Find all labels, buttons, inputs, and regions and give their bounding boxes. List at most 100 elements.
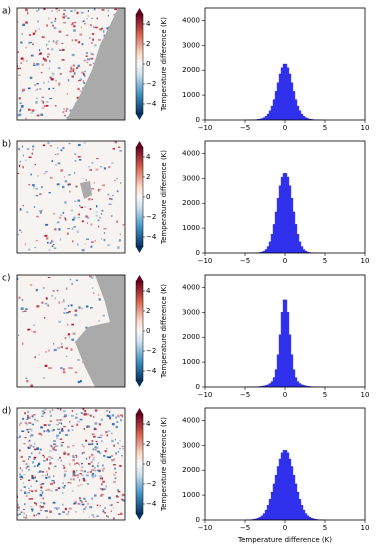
map-pixel [63, 415, 67, 418]
map-pixel [33, 457, 36, 461]
map-pixel [81, 307, 84, 310]
histogram-bar [290, 198, 294, 254]
histogram-bar [278, 458, 282, 521]
map-pixel [27, 12, 29, 15]
map-pixel [90, 42, 93, 44]
map-pixel [41, 96, 45, 99]
map-pixel [55, 41, 58, 44]
x-tick-label: −5 [240, 257, 250, 265]
map-pixel [89, 208, 92, 210]
map-pixel [117, 450, 120, 453]
y-tick-label: 4000 [182, 149, 200, 157]
map-pixel [51, 48, 54, 51]
map-pixel [31, 490, 34, 493]
map-pixel [27, 328, 31, 331]
map-pixel [22, 418, 24, 421]
map-pixel [64, 507, 67, 511]
map-pixel [60, 345, 64, 349]
map-pixel [79, 90, 82, 92]
histogram-bar [286, 312, 290, 388]
map-pixel [19, 475, 23, 478]
map-pixel [72, 470, 76, 473]
map-pixel [87, 216, 90, 219]
map-pixel [98, 298, 101, 301]
map-pixel [117, 490, 121, 493]
y-tick-label: 2000 [182, 199, 200, 207]
histogram-bar [288, 458, 292, 521]
map-pixel [19, 467, 21, 470]
map-pixel [102, 480, 105, 483]
map-pixel [17, 172, 20, 175]
map-pixel [107, 244, 111, 247]
map-pixel [32, 476, 34, 479]
map-pixel [36, 420, 39, 422]
map-pixel [75, 279, 79, 282]
map-pixel [73, 200, 77, 203]
map-pixel [93, 8, 96, 11]
map-pixel [24, 436, 27, 439]
map-pixel [42, 144, 46, 147]
histogram-bar [296, 234, 300, 254]
map-pixel [94, 44, 97, 47]
x-tick-label: 10 [361, 124, 370, 132]
map-pixel [67, 482, 70, 484]
map-pixel [109, 197, 112, 200]
map-pixel [27, 458, 30, 460]
map-pixel [51, 239, 53, 242]
map-pixel [84, 70, 86, 73]
map-pixel [63, 298, 65, 302]
map-pixel [118, 447, 121, 450]
map-pixel [90, 414, 92, 417]
map-pixel [36, 114, 40, 117]
map-pixel [22, 310, 24, 313]
map-pixel [95, 211, 99, 213]
map-pixel [32, 446, 35, 448]
map-pixel [88, 456, 90, 459]
map-pixel [91, 440, 94, 442]
map-pixel [48, 249, 51, 251]
histogram-bar [266, 505, 270, 521]
map-pixel [45, 297, 48, 300]
histogram-bar [302, 509, 306, 521]
map-pixel [121, 415, 123, 418]
map-pixel [32, 32, 36, 35]
map-pixel [61, 42, 64, 45]
map-pixel [97, 436, 101, 439]
map-pixel [49, 510, 52, 513]
map-pixel [91, 514, 95, 517]
map-pixel [69, 109, 72, 112]
map-pixel [58, 301, 60, 304]
map-pixel [45, 474, 47, 477]
map-pixel [67, 445, 70, 449]
map-pixel [47, 488, 50, 491]
map-pixel [102, 314, 105, 317]
map-pixel [19, 513, 21, 516]
map-pixel [65, 434, 69, 436]
map-pixel [92, 448, 95, 451]
map-pixel [41, 410, 45, 412]
map-pixel [89, 506, 93, 509]
map-pixel [84, 74, 86, 78]
map-pixel [17, 503, 19, 506]
map-pixel [111, 215, 113, 217]
histogram-bar [282, 299, 286, 388]
map-pixel [90, 455, 92, 458]
map-pixel [21, 417, 25, 420]
map-pixel [79, 499, 82, 502]
map-pixel [63, 22, 66, 24]
map-pixel [77, 380, 81, 384]
map-pixel [41, 96, 44, 99]
map-pixel [72, 472, 75, 475]
map-pixel [90, 57, 94, 60]
map-pixel [66, 232, 69, 235]
map-pixel [80, 26, 83, 29]
map-pixel [77, 476, 79, 479]
map-pixel [47, 276, 51, 279]
map-pixel [65, 107, 69, 110]
map-pixel [63, 308, 67, 310]
map-pixel [17, 65, 19, 68]
map-pixel [74, 171, 76, 174]
map-pixel [49, 76, 53, 78]
map-pixel [76, 470, 78, 472]
map-pixel [86, 425, 89, 428]
